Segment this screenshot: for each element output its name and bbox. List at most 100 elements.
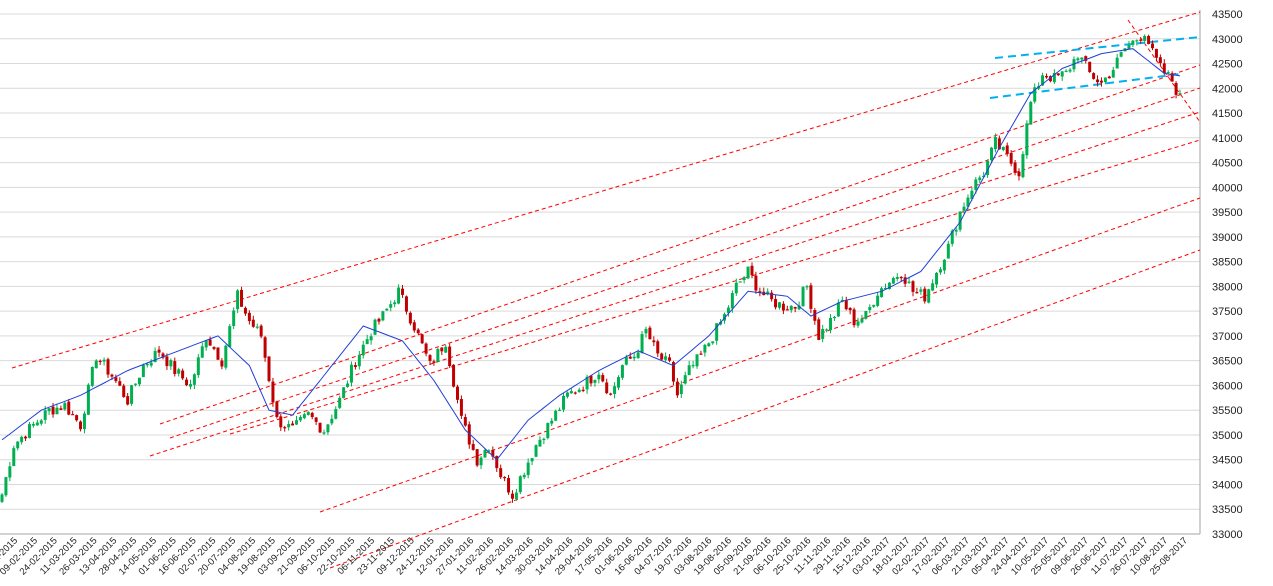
candle-body [283, 427, 287, 429]
candle-body [389, 304, 393, 308]
candle-body [1092, 73, 1096, 79]
candle-body [35, 422, 39, 426]
candle-body [373, 319, 377, 335]
candle-body [880, 288, 884, 298]
candle-body [39, 420, 43, 424]
candle-body [192, 374, 196, 385]
candle-body [887, 282, 891, 290]
candle-body [204, 340, 208, 348]
candle-body [275, 401, 279, 417]
candle-body [255, 326, 259, 328]
candle-body [102, 359, 106, 362]
candle-body [145, 364, 149, 366]
candle-body [404, 296, 408, 312]
candle-body [738, 281, 742, 283]
candle-body [589, 375, 593, 384]
candle-body [334, 409, 338, 419]
candle-body [1033, 87, 1037, 102]
trend-line [149, 111, 1201, 457]
candle-body [208, 339, 212, 346]
candle-body [267, 356, 271, 382]
candle-body [165, 356, 169, 367]
candle-body [27, 424, 31, 438]
candle-body [1115, 57, 1119, 69]
candle-body [16, 441, 20, 449]
y-tick-label: 34500 [1212, 455, 1243, 467]
candle-body [295, 420, 298, 425]
candle-body [346, 383, 350, 387]
candle-body [291, 423, 295, 426]
candle-body [467, 424, 471, 445]
candle-body [185, 379, 189, 386]
candle-body [868, 306, 872, 311]
moving-average-line [1, 48, 1181, 461]
candle-body [471, 443, 475, 450]
candle-body [330, 418, 334, 424]
y-tick-label: 41000 [1212, 133, 1243, 145]
candle-body [1041, 75, 1045, 86]
candle-body [314, 417, 318, 422]
y-tick-label: 43500 [1212, 9, 1243, 21]
candle-body [306, 411, 310, 415]
candle-body [259, 325, 263, 337]
candle-body [993, 136, 997, 150]
candle-body [789, 305, 793, 311]
candle-body [754, 275, 758, 291]
candle-body [966, 197, 970, 207]
candlesticks [0, 34, 1182, 504]
candle-body [1170, 73, 1174, 82]
candle-body [137, 377, 141, 385]
candle-body [605, 382, 609, 394]
candle-body [734, 282, 738, 294]
candle-body [240, 289, 244, 307]
candle-body [134, 383, 138, 385]
candle-body [428, 355, 432, 361]
candle-body [1021, 154, 1025, 178]
candle-body [298, 417, 302, 421]
candle-body [302, 414, 306, 419]
candle-body [224, 345, 228, 368]
candle-body [958, 211, 962, 230]
candle-body [530, 458, 534, 462]
candle-body [63, 403, 67, 410]
candle-body [455, 386, 459, 400]
candle-body [942, 259, 946, 271]
candle-body [770, 292, 774, 300]
candle-body [1162, 63, 1166, 74]
candle-body [353, 365, 357, 368]
candle-body [585, 376, 589, 390]
candle-body [699, 353, 703, 355]
candle-body [1131, 40, 1135, 45]
y-tick-label: 40500 [1212, 158, 1243, 170]
candle-body [310, 412, 314, 418]
candle-body [895, 277, 899, 279]
candle-body [90, 366, 94, 386]
candle-body [349, 364, 353, 383]
candle-body [679, 384, 683, 395]
candle-body [668, 357, 672, 361]
candle-body [12, 448, 16, 466]
channel-line [994, 36, 1201, 59]
candle-body [558, 409, 562, 412]
trend-line [229, 139, 1201, 435]
candle-body [813, 310, 817, 321]
candle-body [75, 415, 79, 421]
candle-body [821, 328, 825, 339]
candle-body [829, 317, 833, 331]
candle-body [1068, 69, 1072, 72]
candle-body [173, 361, 177, 374]
candle-body [326, 424, 330, 433]
candle-body [1029, 102, 1033, 125]
candle-body [522, 474, 526, 478]
candle-body [514, 492, 518, 499]
candle-body [440, 347, 444, 352]
trend-line [329, 249, 1201, 569]
candle-body [157, 349, 161, 353]
candle-body [401, 288, 405, 295]
candle-body [86, 384, 90, 415]
candle-body [546, 422, 550, 439]
candle-body [616, 377, 620, 388]
candle-body [970, 190, 974, 200]
candle-body [495, 456, 499, 469]
y-tick-label: 42000 [1212, 83, 1243, 95]
